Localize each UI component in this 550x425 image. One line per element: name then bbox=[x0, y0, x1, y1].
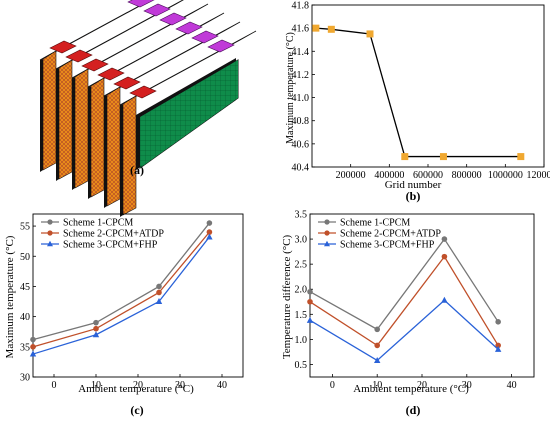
data-point bbox=[93, 326, 99, 332]
legend-swatch-marker bbox=[47, 219, 52, 224]
data-point bbox=[402, 154, 408, 160]
y-tick-label: 41.8 bbox=[292, 1, 310, 12]
data-point bbox=[442, 254, 448, 260]
separator-plate bbox=[104, 95, 107, 208]
separator-plate bbox=[88, 86, 91, 199]
battery-module-mesh-image bbox=[40, 0, 256, 217]
x-tick-label: 800000 bbox=[452, 170, 482, 181]
data-point bbox=[374, 327, 380, 333]
data-point bbox=[328, 26, 334, 32]
y-tick-label: 2.0 bbox=[295, 285, 308, 296]
data-point bbox=[518, 154, 524, 160]
cell-front-face bbox=[75, 69, 88, 188]
data-point bbox=[367, 31, 373, 37]
y-tick-label: 1.5 bbox=[295, 310, 308, 321]
chart-c-xlabel: Ambient temperature (°C) bbox=[78, 383, 194, 395]
x-tick-label: 40 bbox=[217, 380, 227, 391]
x-tick-label: 1000000 bbox=[488, 170, 523, 181]
legend-entry: Scheme 1-CPCM bbox=[63, 218, 133, 229]
y-tick-label: 45 bbox=[20, 282, 30, 293]
cell-front-face bbox=[91, 78, 104, 197]
y-tick-label: 3.5 bbox=[295, 210, 308, 221]
series-line bbox=[33, 237, 209, 354]
data-point bbox=[307, 289, 313, 295]
magenta-terminal bbox=[128, 0, 154, 7]
cell-front-face bbox=[43, 51, 56, 170]
panel-label-d: (d) bbox=[406, 403, 421, 417]
cell-front-face bbox=[123, 96, 136, 215]
series-line bbox=[310, 257, 498, 346]
separator-plate bbox=[120, 104, 123, 217]
y-tick-label: 0.5 bbox=[295, 360, 308, 371]
data-point bbox=[495, 319, 501, 325]
x-tick-label: 0 bbox=[52, 380, 57, 391]
data-point bbox=[207, 220, 213, 226]
y-tick-label: 40 bbox=[20, 312, 30, 323]
separator-plate bbox=[72, 77, 75, 190]
y-tick-label: 40.4 bbox=[292, 163, 310, 174]
data-point bbox=[93, 320, 99, 326]
x-tick-label: 0 bbox=[330, 380, 335, 391]
separator-plate bbox=[56, 68, 59, 181]
x-tick-label: 1200000 bbox=[527, 170, 550, 181]
chart-d-xlabel: Ambient temperature (°C) bbox=[353, 383, 469, 395]
chart-b-ylabel: Maximum temperature (°C) bbox=[285, 32, 296, 144]
legend-entry: Scheme 1-CPCM bbox=[340, 218, 410, 229]
plot-frame bbox=[312, 5, 544, 167]
panel-label-a: (a) bbox=[130, 163, 144, 177]
cell-front-face bbox=[107, 87, 120, 206]
data-point bbox=[440, 154, 446, 160]
chart-b-grid-independence: 2000004000006000008000001000000120000040… bbox=[285, 1, 550, 192]
y-tick-label: 50 bbox=[20, 252, 30, 263]
cell-front-face bbox=[59, 60, 72, 179]
magenta-terminal bbox=[176, 22, 202, 34]
y-tick-label: 30 bbox=[20, 373, 30, 384]
data-point bbox=[374, 343, 380, 349]
series-line bbox=[316, 28, 521, 156]
legend-entry: Scheme 2-CPCM+ATDP bbox=[340, 229, 441, 240]
data-point bbox=[30, 337, 36, 343]
y-tick-label: 2.5 bbox=[295, 260, 308, 271]
data-point bbox=[307, 299, 313, 305]
series-line bbox=[310, 239, 498, 329]
legend-swatch-marker bbox=[47, 230, 52, 235]
data-point bbox=[307, 317, 313, 323]
data-point bbox=[30, 344, 36, 350]
legend-entry: Scheme 3-CPCM+FHP bbox=[340, 240, 435, 251]
chart-d-ylabel: Temperature difference (°C) bbox=[281, 234, 293, 359]
legend-entry: Scheme 2-CPCM+ATDP bbox=[63, 229, 164, 240]
legend-swatch-marker bbox=[324, 219, 329, 224]
y-tick-label: 1.0 bbox=[295, 335, 308, 346]
magenta-terminal bbox=[144, 4, 170, 16]
data-point bbox=[313, 25, 319, 31]
x-tick-label: 40 bbox=[507, 380, 517, 391]
legend-swatch-marker bbox=[324, 230, 329, 235]
legend-entry: Scheme 3-CPCM+FHP bbox=[63, 240, 158, 251]
panel-label-b: (b) bbox=[406, 189, 421, 203]
chart-c-ylabel: Maximum temperature (°C) bbox=[4, 235, 16, 358]
green-end-face-overlay bbox=[140, 60, 238, 168]
y-tick-label: 3.0 bbox=[295, 235, 308, 246]
separator-plate bbox=[40, 59, 43, 172]
panel-label-c: (c) bbox=[130, 403, 143, 417]
magenta-terminal bbox=[160, 13, 186, 25]
y-tick-label: 35 bbox=[20, 342, 30, 353]
data-point bbox=[156, 284, 162, 290]
y-tick-label: 55 bbox=[20, 222, 30, 233]
x-tick-label: 200000 bbox=[336, 170, 366, 181]
data-point bbox=[442, 236, 448, 242]
magenta-terminal bbox=[208, 40, 234, 52]
data-point bbox=[156, 290, 162, 296]
magenta-terminal bbox=[192, 31, 218, 43]
data-point bbox=[441, 297, 447, 303]
